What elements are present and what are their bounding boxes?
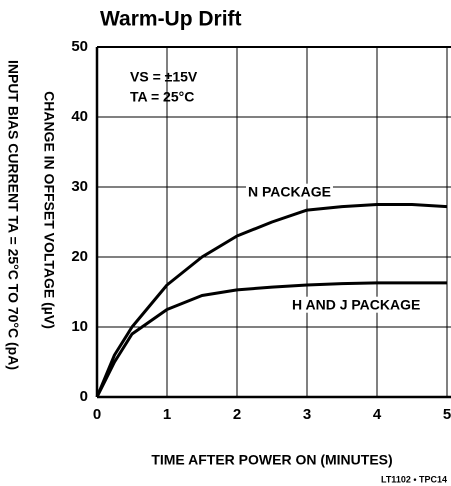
y-tick-label: 40 [71,108,88,125]
y-tick-label: 20 [71,248,88,265]
annotation: TA = 25°C [130,89,194,105]
y-axis-label: INPUT BIAS CURRENT TA = 25°C TO 70°C (pA… [5,60,21,370]
x-axis-label: TIME AFTER POWER ON (MINUTES) [151,452,392,468]
line-series [95,281,447,398]
x-tick-label: 5 [443,406,451,423]
chart-title: Warm-Up Drift [100,8,242,31]
x-tick-label: 0 [93,406,101,423]
label-background [290,296,423,313]
x-tick-label: 2 [233,406,241,423]
y-tick-label: 50 [71,38,88,55]
annotation: VS = ±15V [130,69,198,85]
x-tick-label: 1 [163,406,171,423]
line-series [95,203,448,398]
x-tick-label: 4 [373,406,382,423]
y-tick-label: 30 [71,178,88,195]
y-tick-label: 10 [71,318,88,335]
series-label: H AND J PACKAGE [292,297,420,313]
y-tick-label: 0 [80,388,88,405]
series-label: N PACKAGE [248,184,331,200]
y-axis-label: CHANGE IN OFFSET VOLTAGE (µV) [41,91,57,329]
x-tick-label: 3 [303,406,311,423]
footnote: LT1102 • TPC14 [381,474,447,484]
label-background [246,183,333,200]
